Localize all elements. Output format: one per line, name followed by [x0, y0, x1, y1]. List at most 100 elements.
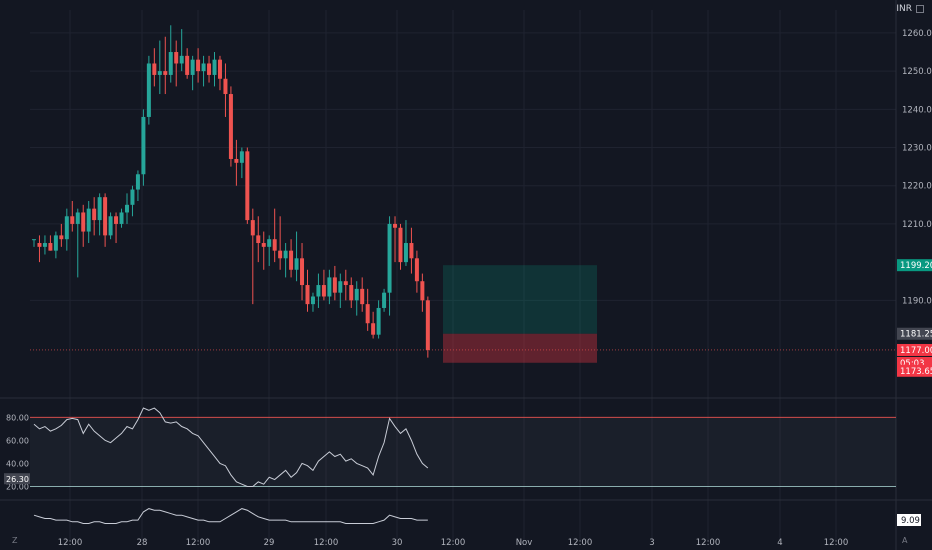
time-axis[interactable]: 12:00 28 12:00 29 12:00 30 12:00 Nov 12:00 3 12:00… [58, 538, 849, 548]
time-tick-label: 12:00 [696, 538, 721, 548]
time-tick-label: 12:00 [58, 538, 83, 548]
candle-body [190, 59, 195, 75]
candle-body [179, 55, 184, 64]
candle-body [316, 285, 321, 297]
stop-price-badge: 1173.65 [900, 367, 932, 377]
candle-body [245, 151, 250, 221]
timezone-icon[interactable]: Z [12, 536, 18, 545]
candle-body [409, 243, 414, 259]
time-tick-label: 29 [264, 538, 275, 548]
candle-body [37, 243, 42, 247]
candle-body [86, 208, 91, 232]
candle-body [250, 220, 255, 236]
candle-body [59, 235, 64, 240]
price-tick-label: 1260.00 [902, 29, 932, 39]
time-tick-label: 3 [649, 538, 654, 548]
candlestick-series [32, 25, 430, 358]
time-tick-label: Nov [516, 538, 533, 548]
rsi-axis-label: 40.00 [6, 459, 29, 468]
rsi-band [30, 417, 896, 487]
target-price-badge-bg [897, 259, 932, 272]
rsi-axis-label: 60.00 [6, 436, 29, 445]
candle-body [157, 71, 162, 75]
candle-body [349, 285, 354, 301]
candle-body [360, 288, 365, 305]
candle-body [414, 258, 419, 282]
time-tick-label: 28 [137, 538, 148, 548]
candle-body [92, 208, 97, 221]
candle-body [124, 204, 129, 213]
candle-body [305, 285, 310, 305]
candle-body [64, 216, 69, 240]
time-tick-label: 12:00 [314, 538, 339, 548]
lower-current-label: 9.09 [901, 516, 920, 526]
candle-body [278, 250, 283, 259]
candle-body [130, 189, 135, 205]
price-tick-label: 1190.00 [902, 296, 932, 306]
candle-body [267, 239, 272, 247]
candle-body [393, 223, 398, 228]
candle-body [141, 116, 146, 175]
candle-body [234, 158, 239, 163]
price-axis[interactable]: 1260.00 1250.00 1240.00 1230.00 1220.00 1210.… [902, 29, 932, 306]
candle-body [332, 277, 337, 293]
candle-body [108, 216, 113, 236]
time-tick-label: 4 [777, 538, 782, 548]
time-tick-label: 30 [392, 538, 403, 548]
price-tick-label: 1220.00 [902, 182, 932, 192]
candle-body [382, 292, 387, 308]
candle-body [398, 227, 403, 263]
candle-body [163, 71, 168, 75]
candle-body [48, 243, 53, 251]
candle-body [327, 277, 332, 297]
candle-body [174, 52, 179, 64]
lower-indicator-pane: 9.09 [33, 508, 921, 527]
candle-body [256, 235, 261, 244]
candle-body [228, 94, 233, 159]
candle-body [403, 243, 408, 263]
current-price-badge: 1181.25 [900, 330, 932, 340]
currency-text: INR [896, 4, 912, 14]
candle-body [300, 258, 305, 286]
candle-body [97, 197, 102, 221]
price-tick-label: 1240.00 [902, 105, 932, 115]
candle-body [212, 59, 217, 75]
currency-label[interactable]: INR [896, 4, 924, 14]
candle-body [354, 288, 359, 301]
candle-body [152, 63, 157, 75]
rsi-line [33, 407, 429, 487]
entry-price-badge: 1177.00 [900, 346, 932, 356]
currency-box-icon [916, 5, 924, 13]
candle-body [103, 197, 108, 236]
target-zone[interactable] [443, 265, 597, 334]
time-tick-label: 12:00 [824, 538, 849, 548]
candle-body [310, 296, 315, 305]
candle-body [119, 212, 124, 224]
rsi-axis-label: 20.00 [6, 482, 29, 491]
time-tick-label: 12:00 [568, 538, 593, 548]
candle-body [168, 52, 173, 75]
candle-body [146, 63, 151, 117]
lower-indicator-line [33, 508, 428, 524]
candle-body [261, 243, 266, 247]
auto-scale-icon[interactable]: A [902, 536, 908, 545]
price-tick-label: 1230.00 [902, 144, 932, 154]
candle-body [272, 239, 277, 251]
rsi-current-label: 26.30 [6, 475, 29, 484]
stop-zone[interactable] [443, 333, 597, 363]
candle-body [365, 304, 370, 324]
candle-body [207, 63, 212, 75]
candle-body [223, 78, 228, 95]
candle-body [425, 300, 430, 350]
candle-body [114, 216, 119, 224]
candle-body [53, 235, 58, 251]
candle-body [217, 59, 222, 79]
candle-body [376, 307, 381, 335]
target-price-badge: 1199.20 [900, 261, 932, 271]
candle-body [32, 239, 36, 241]
time-tick-label: 12:00 [441, 538, 466, 548]
